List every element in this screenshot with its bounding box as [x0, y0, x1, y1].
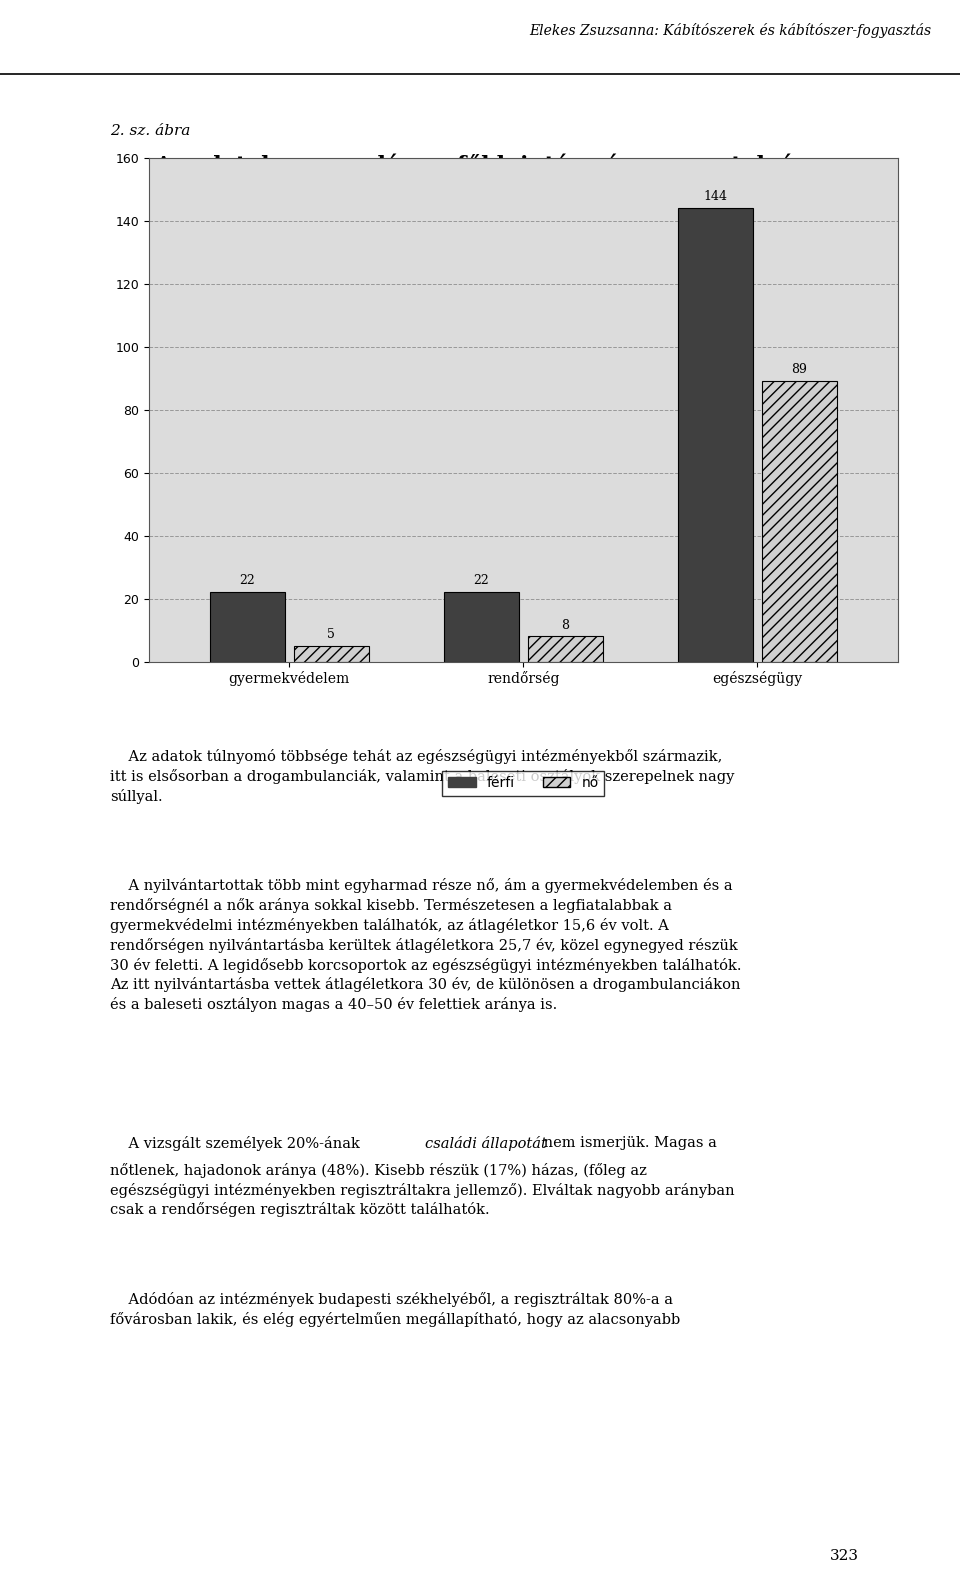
Text: 89: 89 — [791, 364, 807, 376]
Text: nemek szerint a következő: nemek szerint a következő — [314, 187, 646, 209]
Bar — [294, 646, 369, 662]
Text: Elekes Zsuzsanna: Kábítószerek és kábítószer-fogyasztás: Elekes Zsuzsanna: Kábítószerek és kábító… — [529, 22, 931, 38]
Bar — [209, 592, 284, 662]
Text: 5: 5 — [327, 628, 335, 641]
Bar — [444, 592, 518, 662]
Bar — [528, 636, 603, 662]
Text: A nyilvántartottak több mint egyharmad része nő, ám a gyermekvédelemben és a
ren: A nyilvántartottak több mint egyharmad r… — [110, 879, 742, 1013]
Text: 8: 8 — [562, 619, 569, 632]
Text: nem ismerjük. Magas a: nem ismerjük. Magas a — [539, 1136, 716, 1150]
Legend: férfi, nő: férfi, nő — [443, 770, 604, 795]
Text: 2. sz. ábra: 2. sz. ábra — [110, 124, 191, 139]
Text: Az adatok megoszlása a főbb intézménycsoportok és: Az adatok megoszlása a főbb intézménycso… — [154, 154, 806, 176]
Text: családi állapotát: családi állapotát — [425, 1136, 547, 1151]
Text: 22: 22 — [239, 575, 255, 587]
Text: A vizsgált személyek 20%-ának: A vizsgált személyek 20%-ának — [110, 1136, 365, 1151]
Bar — [678, 208, 753, 662]
Text: Adódóan az intézmények budapesti székhelyéből, a regisztráltak 80%-a a
fővárosba: Adódóan az intézmények budapesti székhel… — [110, 1292, 681, 1328]
Text: 323: 323 — [830, 1550, 859, 1562]
Text: 144: 144 — [703, 191, 727, 203]
Bar — [762, 381, 837, 662]
Text: 22: 22 — [473, 575, 489, 587]
Text: Az adatok túlnyomó többsége tehát az egészségügyi intézményekből származik,
itt : Az adatok túlnyomó többsége tehát az egé… — [110, 750, 734, 803]
Text: nőtlenek, hajadonok aránya (48%). Kisebb részük (17%) házas, (főleg az
egészségü: nőtlenek, hajadonok aránya (48%). Kisebb… — [110, 1162, 735, 1217]
